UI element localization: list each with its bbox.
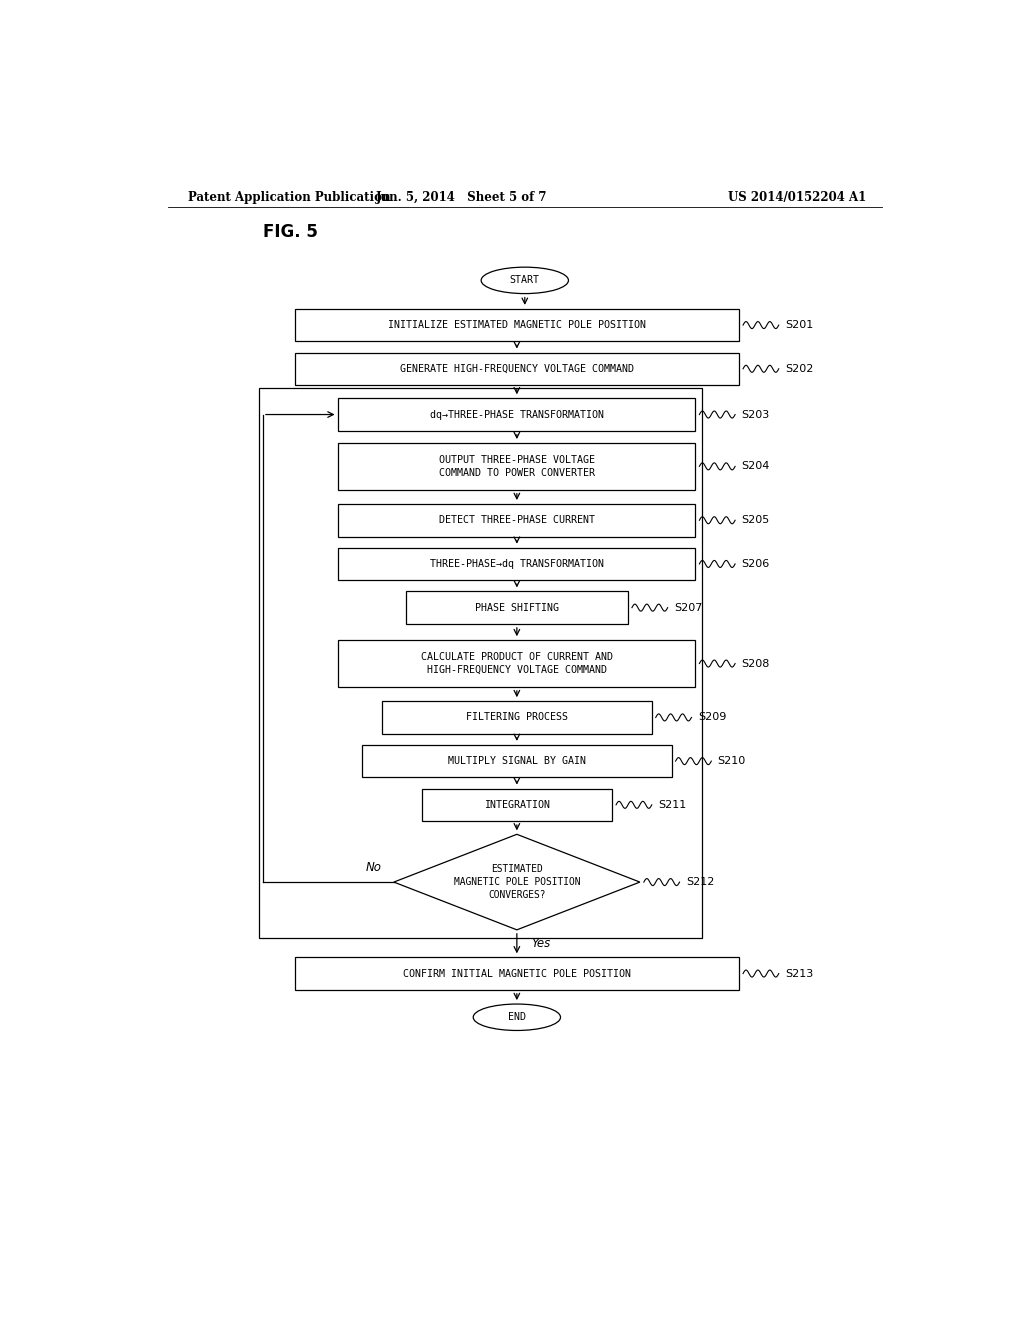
Text: S206: S206 — [741, 558, 770, 569]
FancyBboxPatch shape — [338, 504, 695, 536]
Text: CONFIRM INITIAL MAGNETIC POLE POSITION: CONFIRM INITIAL MAGNETIC POLE POSITION — [402, 969, 631, 978]
Text: S210: S210 — [718, 756, 745, 766]
Text: No: No — [366, 862, 382, 874]
Text: S204: S204 — [741, 462, 770, 471]
Ellipse shape — [481, 267, 568, 293]
Text: GENERATE HIGH-FREQUENCY VOLTAGE COMMAND: GENERATE HIGH-FREQUENCY VOLTAGE COMMAND — [399, 364, 634, 374]
FancyBboxPatch shape — [338, 640, 695, 686]
Text: CALCULATE PRODUCT OF CURRENT AND
HIGH-FREQUENCY VOLTAGE COMMAND: CALCULATE PRODUCT OF CURRENT AND HIGH-FR… — [421, 652, 612, 675]
Polygon shape — [394, 834, 640, 929]
Text: PHASE SHIFTING: PHASE SHIFTING — [475, 603, 559, 612]
Text: OUTPUT THREE-PHASE VOLTAGE
COMMAND TO POWER CONVERTER: OUTPUT THREE-PHASE VOLTAGE COMMAND TO PO… — [439, 455, 595, 478]
FancyBboxPatch shape — [406, 591, 628, 624]
Text: S211: S211 — [658, 800, 686, 810]
Text: DETECT THREE-PHASE CURRENT: DETECT THREE-PHASE CURRENT — [439, 515, 595, 525]
FancyBboxPatch shape — [338, 548, 695, 581]
Text: INTEGRATION: INTEGRATION — [484, 800, 550, 810]
Text: INITIALIZE ESTIMATED MAGNETIC POLE POSITION: INITIALIZE ESTIMATED MAGNETIC POLE POSIT… — [388, 319, 646, 330]
Text: END: END — [508, 1012, 526, 1022]
Text: START: START — [510, 276, 540, 285]
Text: US 2014/0152204 A1: US 2014/0152204 A1 — [728, 190, 866, 203]
Text: S213: S213 — [785, 969, 813, 978]
Text: S209: S209 — [697, 713, 726, 722]
FancyBboxPatch shape — [295, 957, 739, 990]
FancyBboxPatch shape — [338, 444, 695, 490]
Text: FIG. 5: FIG. 5 — [263, 223, 317, 240]
FancyBboxPatch shape — [338, 399, 695, 430]
FancyBboxPatch shape — [295, 352, 739, 385]
Text: THREE-PHASE→dq TRANSFORMATION: THREE-PHASE→dq TRANSFORMATION — [430, 558, 604, 569]
Text: dq→THREE-PHASE TRANSFORMATION: dq→THREE-PHASE TRANSFORMATION — [430, 409, 604, 420]
Text: S203: S203 — [741, 409, 770, 420]
Text: S202: S202 — [785, 364, 813, 374]
Text: MULTIPLY SIGNAL BY GAIN: MULTIPLY SIGNAL BY GAIN — [447, 756, 586, 766]
Text: Patent Application Publication: Patent Application Publication — [187, 190, 390, 203]
FancyBboxPatch shape — [362, 744, 672, 777]
Text: Jun. 5, 2014   Sheet 5 of 7: Jun. 5, 2014 Sheet 5 of 7 — [376, 190, 547, 203]
Text: S207: S207 — [674, 603, 702, 612]
FancyBboxPatch shape — [382, 701, 651, 734]
Text: S205: S205 — [741, 515, 770, 525]
Text: Yes: Yes — [531, 937, 550, 950]
FancyBboxPatch shape — [422, 788, 612, 821]
Text: S208: S208 — [741, 659, 770, 668]
FancyBboxPatch shape — [295, 309, 739, 342]
Text: FILTERING PROCESS: FILTERING PROCESS — [466, 713, 568, 722]
Text: S201: S201 — [785, 319, 813, 330]
Text: ESTIMATED
MAGNETIC POLE POSITION
CONVERGES?: ESTIMATED MAGNETIC POLE POSITION CONVERG… — [454, 865, 581, 900]
Ellipse shape — [473, 1005, 560, 1031]
Text: S212: S212 — [686, 876, 715, 887]
